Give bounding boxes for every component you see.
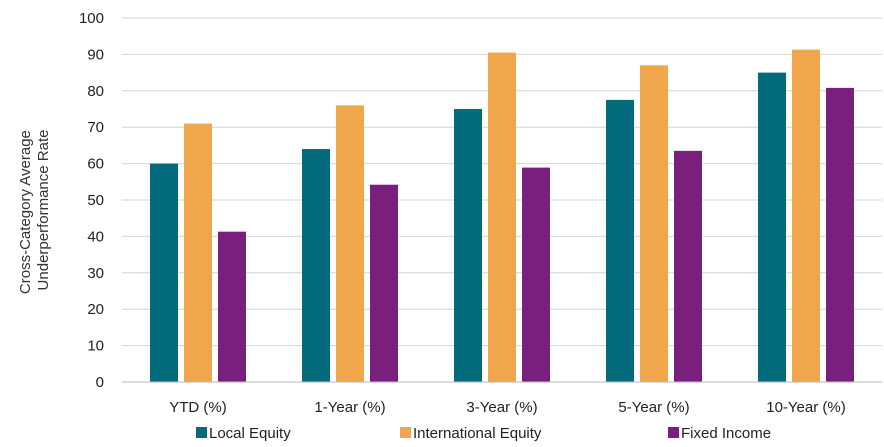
y-axis-label: Cross-Category Average Underperformance … (17, 126, 52, 294)
bar-fixed-income (218, 231, 246, 382)
legend: Local Equity International Equity Fixed In… (196, 425, 771, 442)
y-tick-label: 100 (79, 10, 104, 27)
y-tick-label: 40 (87, 228, 104, 245)
y-tick-label: 20 (87, 301, 104, 318)
bar-international-equity (640, 65, 668, 382)
x-category-label: 10-Year (%) (766, 399, 845, 416)
legend-label: Local Equity (209, 425, 291, 442)
x-category-label: 3-Year (%) (466, 399, 537, 416)
y-axis-label-line-1: Cross-Category Average (17, 130, 34, 294)
y-tick-label: 70 (87, 119, 104, 136)
bar-local-equity (606, 99, 634, 383)
bar-international-equity (336, 105, 364, 383)
y-tick-label: 90 (87, 46, 104, 63)
legend-label: International Equity (413, 425, 542, 442)
x-axis-category-labels: YTD (%) 1-Year (%) 3-Year (%) 5-Year (%) 10-… (169, 399, 845, 416)
legend-swatch-international-equity (400, 427, 411, 438)
y-tick-label: 30 (87, 265, 104, 282)
bar-local-equity (758, 72, 786, 382)
legend-swatch-local-equity (196, 427, 207, 438)
bar-local-equity (302, 149, 330, 382)
y-axis-ticks: 0 10 20 30 40 50 60 70 80 90 100 (79, 10, 104, 391)
y-axis-label-line-2: Underperformance Rate (35, 130, 52, 291)
y-tick-label: 0 (96, 374, 104, 391)
x-category-label: 5-Year (%) (618, 399, 689, 416)
bar-international-equity (184, 123, 212, 382)
legend-swatch-fixed-income (668, 427, 679, 438)
x-category-label: 1-Year (%) (314, 399, 385, 416)
bar-fixed-income (370, 184, 398, 382)
bar-local-equity (454, 109, 482, 382)
y-tick-label: 60 (87, 156, 104, 173)
bars (150, 49, 854, 383)
bar-international-equity (792, 49, 820, 382)
bar-international-equity (488, 52, 516, 383)
y-tick-label: 50 (87, 192, 104, 209)
x-category-label: YTD (%) (169, 399, 227, 416)
bar-fixed-income (674, 150, 702, 382)
y-tick-label: 10 (87, 338, 104, 355)
bar-fixed-income (522, 167, 550, 382)
legend-label: Fixed Income (681, 425, 771, 442)
bar-local-equity (150, 163, 178, 382)
y-tick-label: 80 (87, 83, 104, 100)
bar-fixed-income (826, 87, 854, 382)
